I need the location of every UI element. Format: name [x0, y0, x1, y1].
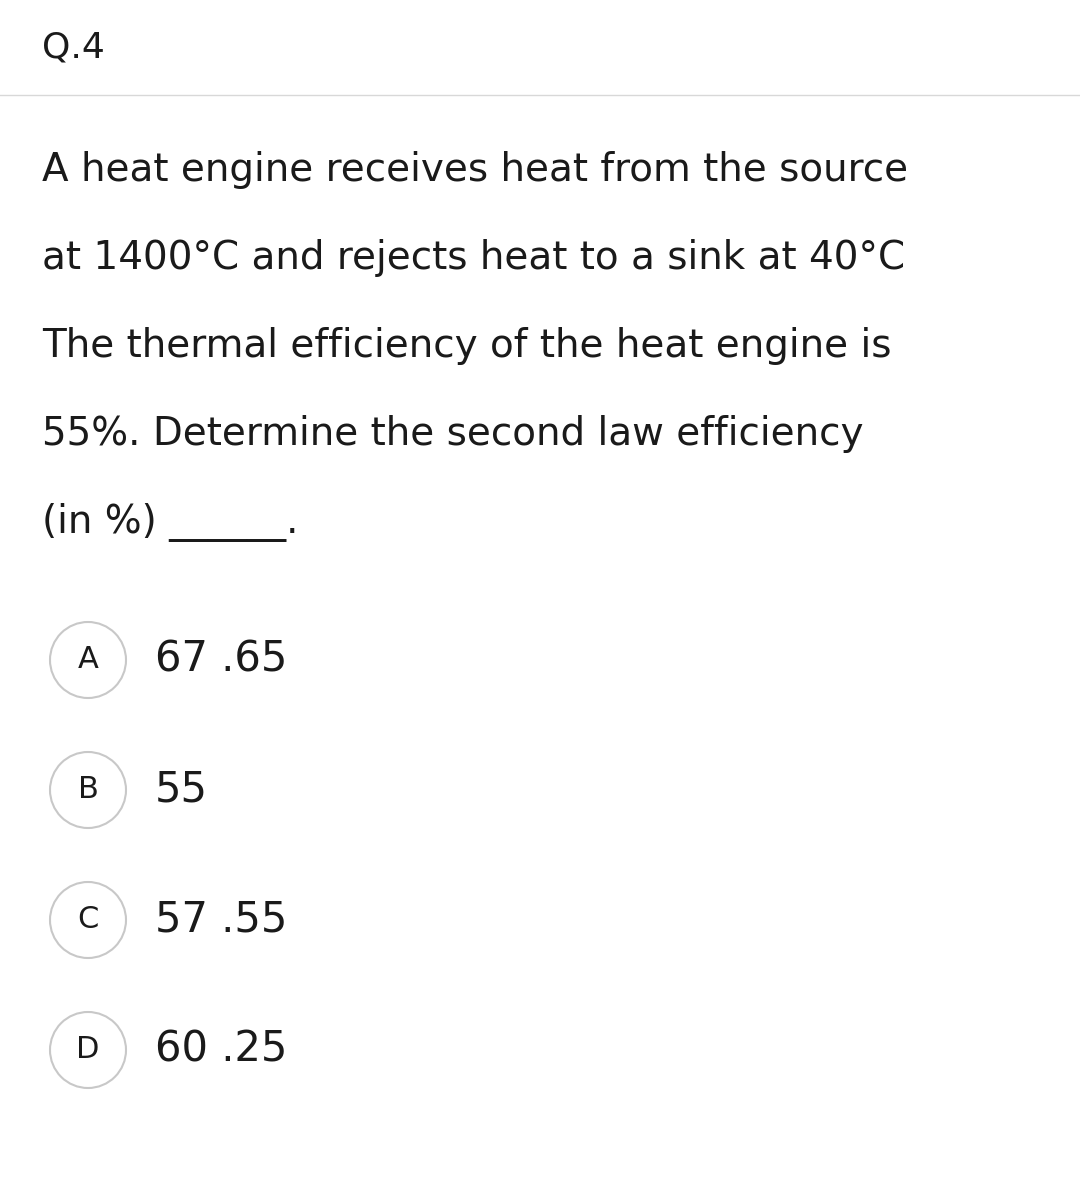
Text: 67 .65: 67 .65 — [156, 640, 287, 681]
Text: Q.4: Q.4 — [42, 31, 105, 66]
Text: 60 .25: 60 .25 — [156, 1029, 287, 1071]
Text: at 1400°C and rejects heat to a sink at 40°C: at 1400°C and rejects heat to a sink at … — [42, 239, 905, 278]
Text: A heat engine receives heat from the source: A heat engine receives heat from the sou… — [42, 151, 908, 189]
Text: The thermal efficiency of the heat engine is: The thermal efficiency of the heat engin… — [42, 328, 891, 364]
Text: 55: 55 — [156, 769, 208, 811]
Text: 55%. Determine the second law efficiency: 55%. Determine the second law efficiency — [42, 414, 864, 453]
Text: 57 .55: 57 .55 — [156, 899, 287, 941]
Circle shape — [50, 1012, 126, 1089]
Circle shape — [50, 883, 126, 958]
Circle shape — [50, 622, 126, 698]
Text: D: D — [77, 1035, 99, 1065]
Text: B: B — [78, 775, 98, 804]
Text: A: A — [78, 646, 98, 674]
Text: C: C — [78, 905, 98, 935]
Text: (in %) ______.: (in %) ______. — [42, 503, 298, 542]
Circle shape — [50, 752, 126, 828]
